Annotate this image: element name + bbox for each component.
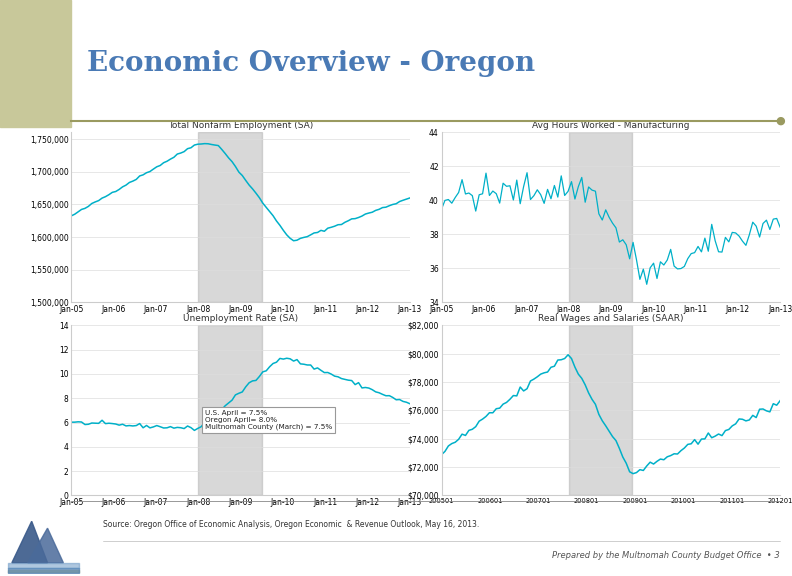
Text: Prepared by the Multnomah County Budget Office  • 3: Prepared by the Multnomah County Budget … bbox=[552, 551, 780, 560]
Text: U.S. April = 7.5%
Oregon April= 8.0%
Multnomah County (March) = 7.5%: U.S. April = 7.5% Oregon April= 8.0% Mul… bbox=[204, 410, 332, 430]
Bar bbox=[198, 132, 261, 302]
Title: Avg Hours Worked - Manufacturing: Avg Hours Worked - Manufacturing bbox=[532, 122, 690, 130]
Polygon shape bbox=[28, 528, 63, 563]
Polygon shape bbox=[8, 570, 79, 573]
Bar bbox=[198, 325, 261, 495]
Title: Total Nonfarm Employment (SA): Total Nonfarm Employment (SA) bbox=[168, 122, 313, 130]
Text: Economic Overview - Oregon: Economic Overview - Oregon bbox=[87, 50, 535, 77]
Title: Unemployment Rate (SA): Unemployment Rate (SA) bbox=[183, 314, 298, 323]
Bar bbox=[569, 325, 632, 495]
Text: Source: Oregon Office of Economic Analysis, Oregon Economic  & Revenue Outlook, : Source: Oregon Office of Economic Analys… bbox=[103, 520, 479, 529]
Bar bbox=[569, 132, 632, 302]
Text: ●: ● bbox=[775, 116, 785, 126]
Polygon shape bbox=[12, 521, 48, 563]
Title: Real Wages and Salaries (SAAR): Real Wages and Salaries (SAAR) bbox=[538, 314, 683, 323]
